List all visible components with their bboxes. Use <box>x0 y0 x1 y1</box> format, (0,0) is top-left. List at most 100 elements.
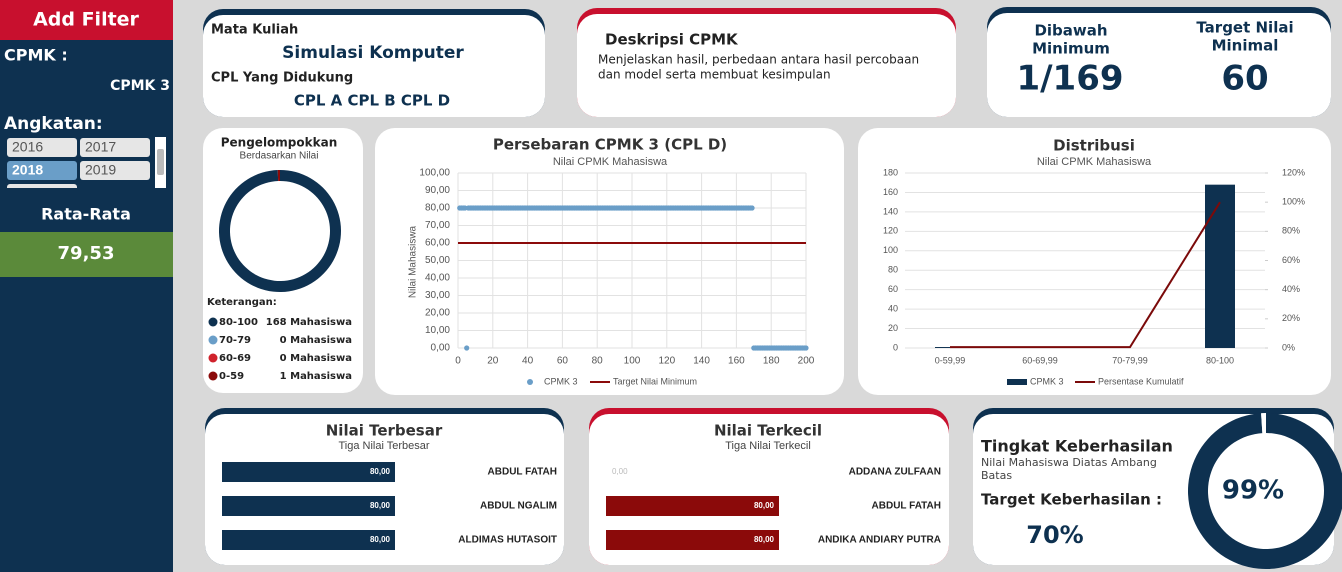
legend-title: Keterangan: <box>207 297 277 308</box>
y-tick-label: 80,00 <box>425 203 450 214</box>
description: Menjelaskan hasil, perbedaan antara hasi… <box>598 53 919 67</box>
bar <box>606 496 779 516</box>
year-button[interactable] <box>7 184 77 203</box>
subtitle: Batas <box>981 469 1012 482</box>
year-button[interactable] <box>7 161 77 180</box>
y-tick-label: 40,00 <box>425 273 450 284</box>
rata-rata-label: Rata-Rata <box>41 205 131 224</box>
y-tick-label: 20,00 <box>425 308 450 319</box>
card-title: Dibawah <box>1034 22 1107 40</box>
scatter-point <box>803 345 809 351</box>
label: Mata Kuliah <box>211 23 298 38</box>
chart-subtitle: Tiga Nilai Terbesar <box>338 440 429 452</box>
card-title: Target Nilai <box>1196 19 1293 37</box>
course-name: Simulasi Komputer <box>282 43 464 63</box>
card <box>858 128 1331 395</box>
x-tick-label: 200 <box>798 356 815 367</box>
legend-label: 80-100 <box>219 317 258 328</box>
x-tick-label: 20 <box>487 356 499 367</box>
card <box>375 128 844 395</box>
y2-tick-label: 120% <box>1282 167 1305 177</box>
x-tick-label: 60-69,99 <box>1022 355 1058 365</box>
card <box>589 414 949 565</box>
year-button[interactable] <box>80 161 150 180</box>
chart-subtitle: Nilai CPMK Mahasiswa <box>1037 156 1152 168</box>
y-tick-label: 90,00 <box>425 185 450 196</box>
angkatan-label: Angkatan: <box>4 114 103 134</box>
card <box>205 414 564 565</box>
y-tick-label: 40 <box>888 303 898 313</box>
chart-subtitle: Tiga Nilai Terkecil <box>725 440 811 452</box>
year-button[interactable] <box>7 138 77 157</box>
legend-dot <box>208 353 218 363</box>
data-label: 1 Mahasiswa <box>280 371 352 382</box>
x-tick-label: 0-59,99 <box>935 355 966 365</box>
name-label: ABDUL FATAH <box>872 501 941 512</box>
subtitle: Nilai Mahasiswa Diatas Ambang <box>981 456 1157 469</box>
y-tick-label: 10,00 <box>425 325 450 336</box>
legend-label: CPMK 3 <box>1030 376 1064 386</box>
y-tick-label: 30,00 <box>425 290 450 301</box>
legend-label: 70-79 <box>219 335 251 346</box>
y-tick-label: 50,00 <box>425 255 450 266</box>
y-tick-label: 160 <box>883 187 898 197</box>
data-label: 80,00 <box>754 501 775 510</box>
card-title: Minimum <box>1032 40 1110 58</box>
card-title: Deskripsi CPMK <box>605 31 739 49</box>
chart-title: Nilai Terbesar <box>326 422 443 440</box>
name-label: ABDUL NGALIM <box>480 501 557 512</box>
y-tick-label: 0 <box>893 342 898 352</box>
cpmk-value: CPMK 3 <box>110 78 170 94</box>
y2-tick-label: 80% <box>1282 226 1300 236</box>
x-tick-label: 140 <box>693 356 710 367</box>
x-tick-label: 80 <box>592 356 604 367</box>
filter-header <box>0 0 173 40</box>
chart-subtitle: Nilai CPMK Mahasiswa <box>553 156 668 168</box>
chart-title: Nilai Terkecil <box>714 422 822 440</box>
y2-tick-label: 20% <box>1282 313 1300 323</box>
bar <box>222 462 395 482</box>
scroll-thumb <box>157 149 164 175</box>
legend-swatch <box>1007 379 1027 385</box>
cpmk-label: CPMK : <box>4 46 68 65</box>
legend-label: CPMK 3 <box>544 376 578 386</box>
card <box>203 15 545 117</box>
center-label: 99% <box>1222 476 1284 506</box>
year-button[interactable] <box>80 138 150 157</box>
x-tick-label: 70-79,99 <box>1112 355 1148 365</box>
y-tick-label: 0,00 <box>431 343 451 354</box>
y-tick-label: 140 <box>883 206 898 216</box>
legend-dot <box>208 317 218 327</box>
kpi-value: 1/169 <box>1016 59 1123 99</box>
x-tick-label: 160 <box>728 356 745 367</box>
sidebar <box>0 0 173 572</box>
name-label: ALDIMAS HUTASOIT <box>458 535 557 546</box>
data-label: 0 Mahasiswa <box>280 353 352 364</box>
filter-title: Add Filter <box>33 9 139 31</box>
x-tick-label: 100 <box>624 356 641 367</box>
card-title: Tingkat Keberhasilan <box>981 437 1173 456</box>
y-tick-label: 60 <box>888 284 898 294</box>
bar <box>1205 184 1235 348</box>
year-label: 2020 <box>12 185 43 201</box>
doughnut-slice <box>277 170 280 182</box>
data-label: 0 Mahasiswa <box>280 335 352 346</box>
y-tick-label: 180 <box>883 167 898 177</box>
name-label: ADDANA ZULFAAN <box>849 467 941 478</box>
year-label: 2016 <box>12 139 43 155</box>
legend-label: 0-59 <box>219 371 244 382</box>
data-label: 80,00 <box>754 535 775 544</box>
y2-tick-label: 40% <box>1282 284 1300 294</box>
bar <box>606 530 779 550</box>
year-label: 2019 <box>85 162 116 178</box>
y-tick-label: 60,00 <box>425 238 450 249</box>
card <box>973 414 1334 565</box>
scatter-point <box>749 205 755 211</box>
y2-tick-label: 100% <box>1282 197 1305 207</box>
rata-rata-value: 79,53 <box>58 243 115 264</box>
y-tick-label: 80 <box>888 265 898 275</box>
name-label: ABDUL FATAH <box>488 467 557 478</box>
scatter-point <box>464 345 470 351</box>
